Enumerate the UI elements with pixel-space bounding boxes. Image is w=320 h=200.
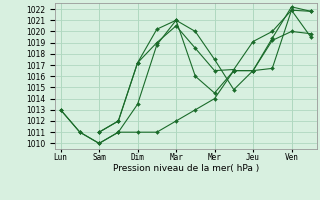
X-axis label: Pression niveau de la mer( hPa ): Pression niveau de la mer( hPa ) [113, 164, 259, 173]
